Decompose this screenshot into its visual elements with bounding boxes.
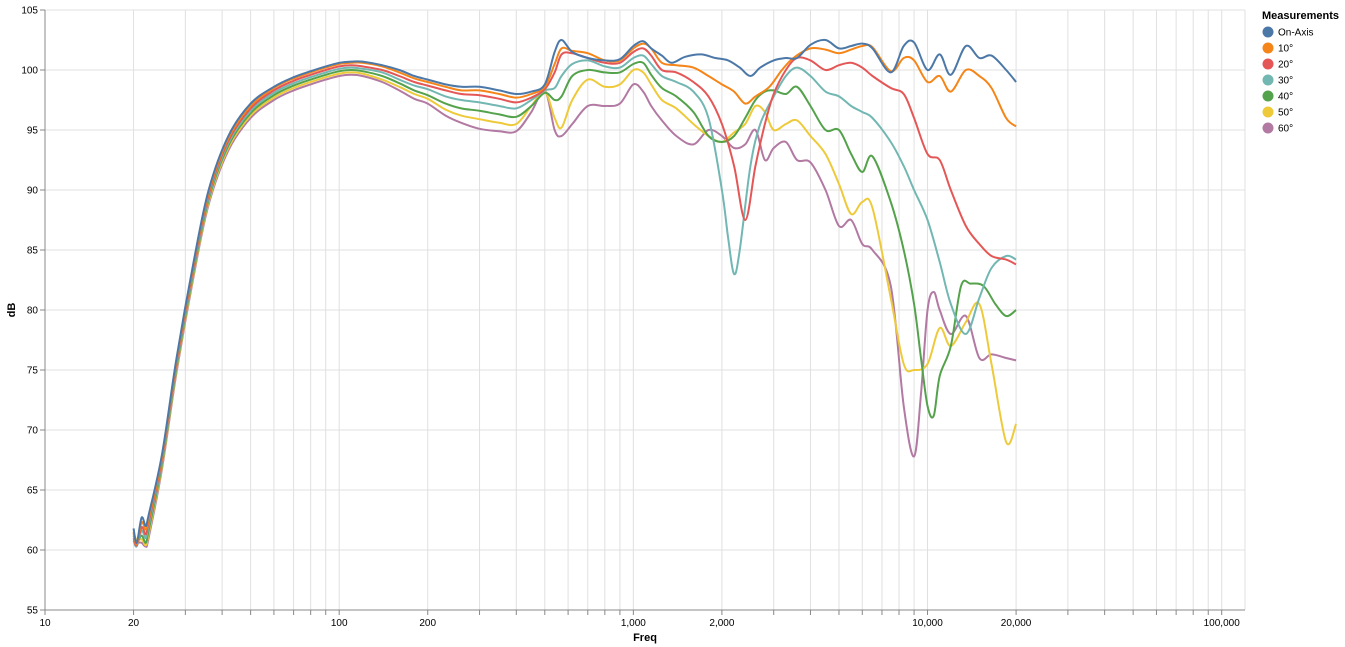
legend-symbol-50deg xyxy=(1262,106,1274,118)
y-tick-label: 75 xyxy=(27,366,39,377)
axes: 55 60 65 70 75 80 85 90 95 100 105 10 20 100 200 1,000 2… xyxy=(21,6,1245,629)
series-line-40deg xyxy=(132,60,1017,544)
x-tick-label: 2,000 xyxy=(709,618,734,629)
legend-label-20deg: 20° xyxy=(1278,60,1293,71)
legend-label-40deg: 40° xyxy=(1278,92,1293,103)
x-tick-label: 100 xyxy=(331,618,348,629)
legend-symbol-20deg xyxy=(1262,58,1274,70)
x-tick-label: 1,000 xyxy=(621,618,646,629)
x-tick-label: 200 xyxy=(419,618,436,629)
y-tick-label: 85 xyxy=(27,246,39,257)
y-tick-label: 100 xyxy=(21,66,38,77)
y-tick-label: 80 xyxy=(27,306,39,317)
x-tick-label: 100,000 xyxy=(1204,618,1241,629)
y-tick-label: 60 xyxy=(27,546,39,557)
x-axis-title: Freq xyxy=(633,632,657,644)
y-tick-label: 95 xyxy=(27,126,39,137)
x-tick-label: 10,000 xyxy=(912,618,943,629)
legend-symbol-30deg xyxy=(1262,74,1274,86)
gridlines xyxy=(45,9,1245,611)
series-line-60deg xyxy=(132,73,1017,548)
legend-symbol-40deg xyxy=(1262,90,1274,102)
legend[interactable]: Measurements On-Axis 10° 20° 30° 40° 50° 60° xyxy=(1262,10,1339,135)
legend-label-30deg: 30° xyxy=(1278,76,1293,87)
series-line-on-axis xyxy=(132,38,1017,544)
series-lines xyxy=(132,38,1018,548)
legend-symbol-10deg xyxy=(1262,42,1274,54)
x-tick-label: 10 xyxy=(39,618,51,629)
legend-symbol-on-axis xyxy=(1262,26,1274,38)
x-tick-label: 20 xyxy=(128,618,140,629)
y-tick-label: 105 xyxy=(21,6,38,17)
series-line-20deg xyxy=(132,47,1017,547)
series-line-10deg xyxy=(132,42,1017,546)
y-tick-label: 70 xyxy=(27,426,39,437)
legend-symbol-60deg xyxy=(1262,122,1274,134)
y-tick-label: 65 xyxy=(27,486,39,497)
legend-label-on-axis: On-Axis xyxy=(1278,28,1314,39)
x-tick-label: 20,000 xyxy=(1001,618,1032,629)
legend-label-60deg: 60° xyxy=(1278,124,1293,135)
legend-title: Measurements xyxy=(1262,10,1339,22)
y-tick-label: 55 xyxy=(27,606,39,617)
series-line-50deg xyxy=(132,68,1018,547)
y-tick-label: 90 xyxy=(27,186,39,197)
legend-label-10deg: 10° xyxy=(1278,44,1293,55)
y-axis-title: dB xyxy=(6,303,18,318)
series-line-30deg xyxy=(132,54,1017,548)
legend-label-50deg: 50° xyxy=(1278,108,1293,119)
